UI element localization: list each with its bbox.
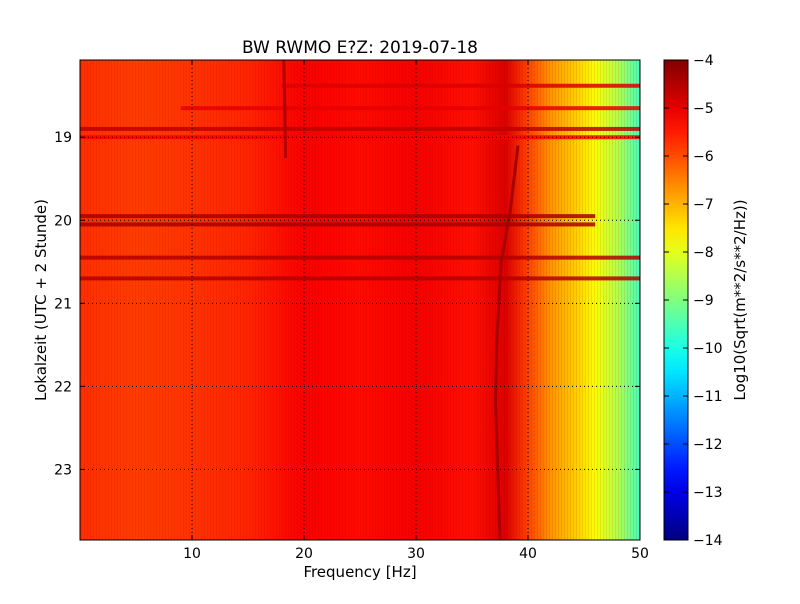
- colorbar-tick-label: −14: [693, 533, 723, 549]
- colorbar-tick-label: −10: [693, 341, 723, 357]
- horizontal-band: [180, 106, 640, 111]
- colorbar-tick-label: −5: [693, 101, 714, 117]
- y-tick-label: 19: [54, 130, 72, 146]
- grid-lines: [80, 60, 640, 540]
- x-tick-label: 10: [183, 546, 201, 562]
- spectral-trace: [282, 60, 288, 159]
- plot-frame: [79, 59, 641, 541]
- x-axis-label: Frequency [Hz]: [303, 563, 416, 581]
- spectral-trace: [494, 145, 520, 540]
- x-tick-label: 50: [631, 546, 649, 562]
- y-axis-label: Lokalzeit (UTC + 2 Stunde): [32, 199, 50, 401]
- colorbar-label: Log10(Sqrt(m**2/s**2/Hz)): [731, 199, 749, 400]
- colorbar-tick-label: −9: [693, 293, 714, 309]
- colorbar-tick-label: −8: [693, 245, 714, 261]
- colorbar-tick-label: −7: [693, 197, 714, 213]
- spectrogram-texture: [80, 60, 640, 540]
- colorbar-ticks: −4 −5 −6 −7 −8 −9 −10 −11 −12 −13 −14: [664, 53, 723, 549]
- horizontal-band: [80, 222, 596, 227]
- horizontal-band: [80, 214, 596, 219]
- horizontal-band: [281, 83, 640, 88]
- colorbar-tick-label: −12: [693, 437, 723, 453]
- horizontal-band: [80, 276, 640, 281]
- colorbar-tick-label: −11: [693, 389, 723, 405]
- colorbar-tick-label: −4: [693, 53, 714, 69]
- x-axis-ticks: 10 20 30 40 50: [183, 60, 649, 562]
- colorbar-tick-label: −6: [693, 149, 714, 165]
- x-tick-label: 30: [407, 546, 425, 562]
- horizontal-band: [80, 126, 640, 131]
- x-tick-label: 40: [519, 546, 537, 562]
- plot-area: [80, 60, 640, 540]
- colorbar-tick-label: −13: [693, 485, 723, 501]
- horizontal-band: [80, 255, 640, 260]
- x-tick-label: 20: [295, 546, 313, 562]
- y-tick-label: 20: [54, 213, 72, 229]
- y-tick-label: 23: [54, 462, 72, 478]
- chart-title: BW RWMO E?Z: 2019-07-18: [242, 38, 478, 58]
- y-tick-label: 21: [54, 296, 72, 312]
- colorbar: −4 −5 −6 −7 −8 −9 −10 −11 −12 −13 −14 Log10(Sqrt(m…: [663, 53, 749, 549]
- y-axis-ticks: 19 20 21 22 23: [54, 130, 640, 478]
- spectral-traces: [282, 60, 520, 540]
- y-tick-label: 22: [54, 379, 72, 395]
